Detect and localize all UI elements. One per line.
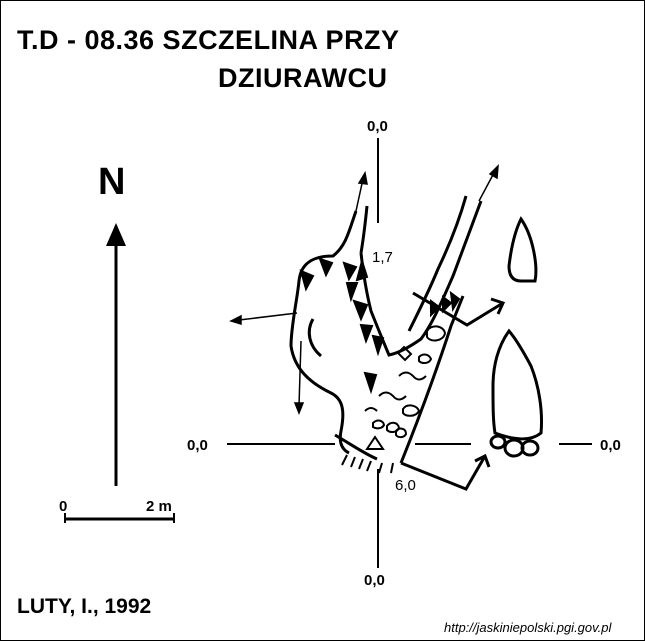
scale-bar-end-label: 2 m (146, 498, 172, 515)
reference-cross (227, 138, 592, 568)
author-credit: LUTY, I., 1992 (17, 595, 152, 618)
coord-label-top: 0,0 (367, 118, 388, 135)
title-line-1: T.D - 08.36 SZCZELINA PRZY (17, 25, 400, 55)
boulder-chambers (489, 216, 543, 458)
depth-label-lower: 6,0 (395, 477, 416, 494)
source-url: http://jaskiniepolski.pgi.gov.pl (444, 620, 612, 635)
title-line-2: DZIURAWCU (218, 63, 388, 93)
north-label: N (98, 161, 126, 203)
scale-bar-start-label: 0 (59, 498, 68, 515)
slope-hatching (299, 257, 461, 474)
cave-outline (289, 195, 483, 464)
coord-label-bottom: 0,0 (364, 572, 385, 589)
coord-label-right: 0,0 (600, 437, 621, 454)
scale-bar (64, 513, 175, 523)
north-arrow (106, 223, 126, 486)
cave-passage-arrows (228, 164, 499, 416)
rock-fill-symbols (364, 325, 447, 450)
depth-label-upper: 1,7 (372, 249, 393, 266)
coord-label-left: 0,0 (187, 437, 208, 454)
